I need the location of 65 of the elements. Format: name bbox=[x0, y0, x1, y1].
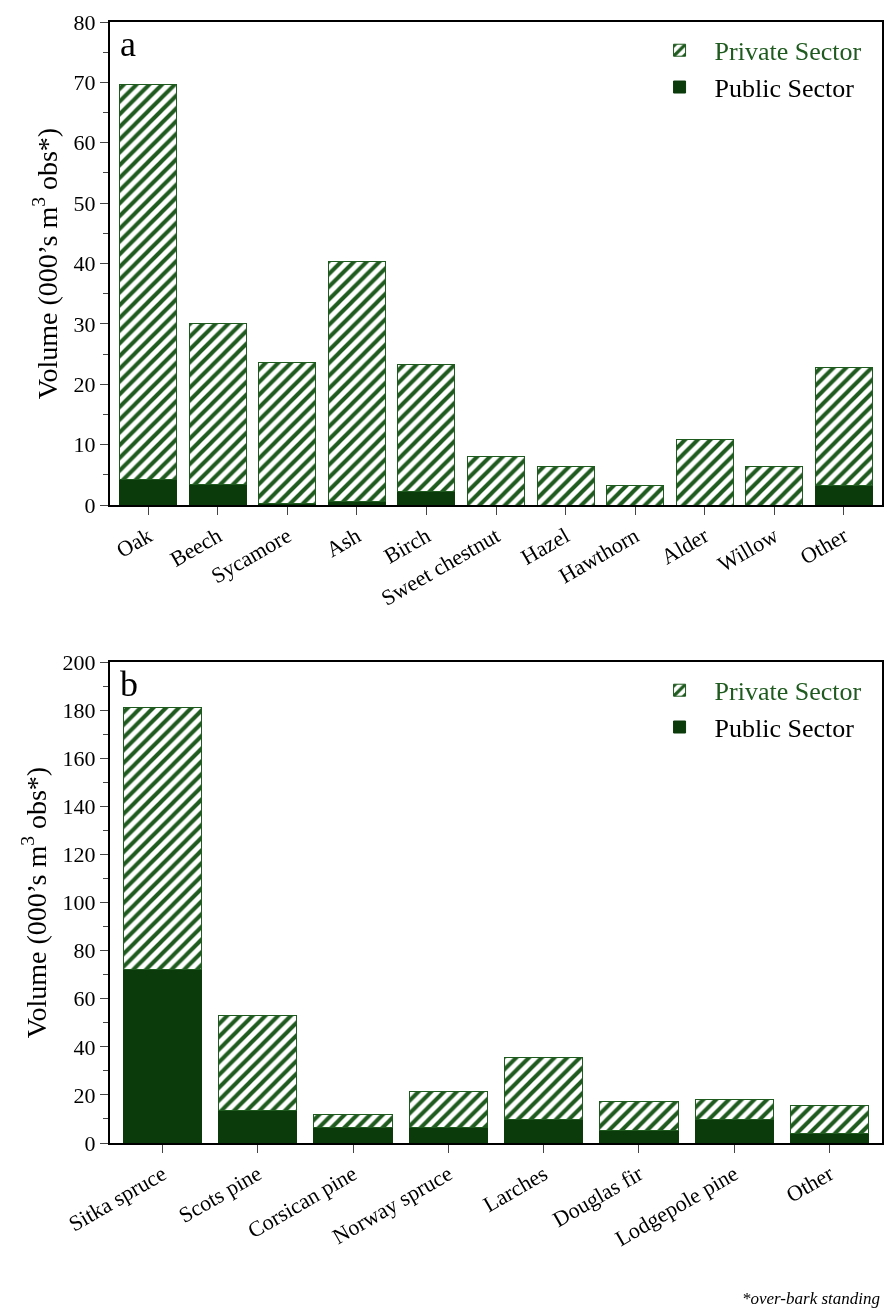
bar bbox=[790, 1105, 870, 1135]
bar bbox=[599, 1129, 679, 1143]
bar bbox=[599, 1101, 679, 1131]
y-tick-label: 160 bbox=[62, 745, 96, 771]
bar bbox=[536, 465, 595, 505]
y-tick-label: 0 bbox=[84, 492, 96, 518]
bar bbox=[218, 1110, 298, 1143]
bar bbox=[122, 969, 202, 1143]
y-tick-label: 200 bbox=[62, 649, 96, 675]
bar bbox=[694, 1098, 774, 1121]
bar bbox=[606, 484, 665, 505]
bar bbox=[466, 456, 526, 505]
y-tick-label: 60 bbox=[73, 986, 96, 1012]
y-tick-label: 0 bbox=[84, 1130, 96, 1156]
bar bbox=[814, 484, 873, 505]
bar bbox=[745, 465, 804, 505]
bar bbox=[188, 483, 247, 505]
bar bbox=[408, 1091, 488, 1128]
bar bbox=[188, 323, 247, 485]
y-tick-label: 120 bbox=[62, 842, 96, 868]
y-tick-label: 30 bbox=[73, 311, 96, 337]
bar bbox=[397, 364, 456, 492]
y-tick-label: 80 bbox=[73, 938, 96, 964]
text: Private Sector bbox=[714, 37, 862, 67]
bar bbox=[504, 1119, 584, 1143]
text: Private Sector bbox=[714, 677, 862, 707]
bar bbox=[397, 490, 456, 505]
text: *over-bark standing bbox=[742, 1289, 881, 1308]
x-tick-label: Sitka spruce bbox=[64, 1160, 171, 1237]
x-tick-label: Other bbox=[781, 1160, 839, 1208]
x-tick-label: Alder bbox=[656, 522, 714, 570]
annotation: b bbox=[120, 664, 138, 704]
legend-label: Public Sector bbox=[714, 74, 855, 104]
legend-label: Public Sector bbox=[714, 714, 855, 744]
bar bbox=[313, 1114, 393, 1128]
y-tick-label: 70 bbox=[73, 70, 96, 96]
bar bbox=[675, 438, 734, 505]
y-tick-label: 20 bbox=[73, 371, 96, 397]
y-tick-label: 40 bbox=[73, 1034, 96, 1060]
y-tick-label: 20 bbox=[73, 1082, 96, 1108]
y-tick-label: 80 bbox=[73, 9, 96, 35]
bar bbox=[327, 261, 386, 503]
bar bbox=[814, 366, 873, 486]
y-tick-label: 50 bbox=[73, 190, 96, 216]
x-tick-label: Birch bbox=[379, 522, 435, 569]
bar bbox=[258, 362, 317, 505]
annotation: a bbox=[120, 24, 136, 64]
bar bbox=[119, 478, 178, 505]
x-tick-label: Other bbox=[795, 522, 853, 570]
y-tick-label: 180 bbox=[62, 697, 96, 723]
y-tick-label: 10 bbox=[73, 432, 96, 458]
y-tick-label: 100 bbox=[62, 890, 96, 916]
bar bbox=[504, 1056, 584, 1121]
bar bbox=[119, 83, 178, 480]
x-tick-label: Ash bbox=[321, 522, 365, 562]
x-tick-label: Oak bbox=[112, 522, 157, 563]
bar bbox=[694, 1119, 774, 1143]
bar bbox=[122, 707, 202, 971]
y-tick-label: 40 bbox=[73, 251, 96, 277]
bar bbox=[313, 1126, 393, 1143]
y-tick-label: 60 bbox=[73, 130, 96, 156]
y-tick-label: 140 bbox=[62, 794, 96, 819]
bar bbox=[790, 1133, 870, 1143]
bar bbox=[218, 1015, 298, 1112]
bar bbox=[408, 1126, 488, 1143]
